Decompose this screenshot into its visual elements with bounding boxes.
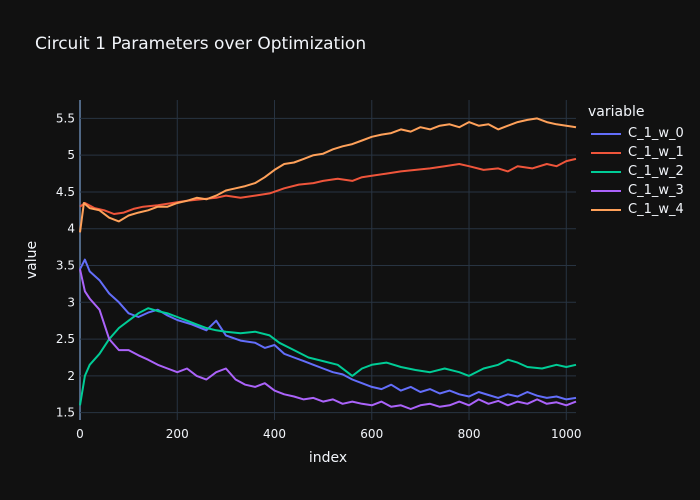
y-axis-label: value xyxy=(24,241,40,279)
x-tick-label: 400 xyxy=(263,427,286,441)
x-tick-label: 1000 xyxy=(551,427,582,441)
legend-label: C_1_w_0 xyxy=(628,126,684,141)
y-tick-label: 1.5 xyxy=(56,406,75,420)
y-tick-label: 2.5 xyxy=(56,332,75,346)
legend-label: C_1_w_1 xyxy=(628,145,684,160)
legend-label: C_1_w_4 xyxy=(628,202,684,217)
x-tick-label: 600 xyxy=(360,427,383,441)
series-line-c-1-w-3[interactable] xyxy=(79,268,577,410)
tick-labels: 0 200 400 600 800 1000 1.5 2 2.5 3 3.5 4 4.5 5 5.5 xyxy=(56,111,582,441)
y-tick-label: 4 xyxy=(67,222,75,236)
y-tick-label: 3.5 xyxy=(56,259,75,273)
legend-items: C_1_w_0 C_1_w_1 C_1_w_2 C_1_w_3 C_1_w_4 xyxy=(588,124,684,219)
series-line-c-1-w-1[interactable] xyxy=(79,157,577,215)
legend-swatch xyxy=(591,132,621,135)
legend-label: C_1_w_3 xyxy=(628,183,684,198)
series-line-c-1-w-2[interactable] xyxy=(79,307,577,406)
legend-swatch xyxy=(591,151,621,154)
legend: variable C_1_w_0 C_1_w_1 C_1_w_2 C_1_w_3 C_1… xyxy=(588,104,684,219)
x-tick-label: 0 xyxy=(76,427,84,441)
y-tick-label: 2 xyxy=(67,369,75,383)
y-tick-label: 4.5 xyxy=(56,185,75,199)
x-tick-label: 800 xyxy=(458,427,481,441)
legend-label: C_1_w_2 xyxy=(628,164,684,179)
legend-swatch xyxy=(591,208,621,211)
y-tick-label: 5.5 xyxy=(56,111,75,125)
chart-title: Circuit 1 Parameters over Optimization xyxy=(35,34,367,54)
legend-item-c-1-w-2[interactable]: C_1_w_2 xyxy=(588,162,684,181)
legend-item-c-1-w-1[interactable]: C_1_w_1 xyxy=(588,143,684,162)
legend-title: variable xyxy=(588,104,645,120)
grid-lines xyxy=(79,100,576,420)
y-tick-label: 3 xyxy=(67,295,75,309)
legend-item-c-1-w-3[interactable]: C_1_w_3 xyxy=(588,181,684,200)
x-axis-label: index xyxy=(309,450,347,466)
legend-item-c-1-w-0[interactable]: C_1_w_0 xyxy=(588,124,684,143)
legend-swatch xyxy=(591,189,621,192)
x-tick-label: 200 xyxy=(166,427,189,441)
legend-item-c-1-w-4[interactable]: C_1_w_4 xyxy=(588,200,684,219)
series-lines xyxy=(79,117,577,410)
y-tick-label: 5 xyxy=(67,148,75,162)
legend-swatch xyxy=(591,170,621,173)
series-line-c-1-w-4[interactable] xyxy=(79,117,577,233)
series-line-c-1-w-0[interactable] xyxy=(79,258,577,401)
